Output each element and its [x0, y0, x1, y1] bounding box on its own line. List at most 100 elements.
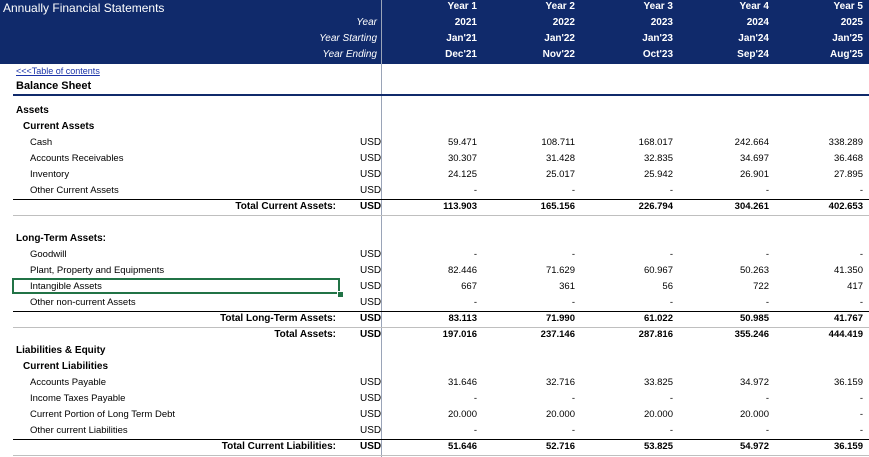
- row-label: Long-Term Assets:: [16, 233, 107, 244]
- header-col-4-num: 2024: [746, 17, 769, 28]
- currency-cell: USD: [360, 153, 382, 164]
- value-cell: 36.159: [833, 441, 863, 452]
- value-cell: 59.471: [447, 137, 477, 148]
- currency-cell: USD: [360, 137, 382, 148]
- header-col-5-year: Year 5: [833, 1, 863, 12]
- header-col-5-end: Aug'25: [830, 49, 863, 60]
- value-cell: 197.016: [442, 329, 477, 340]
- value-cell: -: [473, 249, 477, 260]
- value-cell: -: [473, 185, 477, 196]
- header-band: Annually Financial Statements Year Year …: [0, 0, 869, 64]
- row-label: Other Current Assets: [30, 185, 119, 196]
- row-label: Liabilities & Equity: [16, 345, 106, 356]
- selected-cell[interactable]: [12, 278, 340, 294]
- currency-cell: USD: [360, 201, 382, 212]
- row-label: Cash: [30, 137, 53, 148]
- value-cell: 444.419: [828, 329, 863, 340]
- value-cell: 53.825: [643, 441, 673, 452]
- currency-cell: USD: [360, 185, 382, 196]
- value-cell: 287.816: [638, 329, 673, 340]
- column-divider: [381, 0, 382, 457]
- value-cell: -: [669, 297, 673, 308]
- row-label: Total Assets:: [274, 329, 336, 340]
- value-cell: 41.767: [833, 313, 863, 324]
- row-label: Current Portion of Long Term Debt: [30, 409, 176, 420]
- value-cell: -: [571, 297, 575, 308]
- header-col-3-num: 2023: [650, 17, 673, 28]
- total-rule: [13, 327, 869, 328]
- value-cell: 20.000: [739, 409, 769, 420]
- value-cell: 113.903: [443, 201, 477, 212]
- value-cell: -: [765, 185, 769, 196]
- row-label: Plant, Property and Equipments: [30, 265, 165, 276]
- value-cell: 36.159: [833, 377, 863, 388]
- value-cell: -: [765, 393, 769, 404]
- value-cell: 83.113: [448, 313, 477, 324]
- currency-cell: USD: [360, 169, 382, 180]
- value-cell: 26.901: [739, 169, 769, 180]
- value-cell: 20.000: [643, 409, 673, 420]
- section-rule: [13, 94, 869, 96]
- value-cell: 168.017: [638, 137, 673, 148]
- value-cell: -: [859, 425, 863, 436]
- fill-handle[interactable]: [337, 291, 344, 298]
- value-cell: 722: [753, 281, 769, 292]
- value-cell: -: [571, 185, 575, 196]
- section-title: Balance Sheet: [16, 80, 92, 92]
- value-cell: -: [765, 425, 769, 436]
- subtotal-rule: [13, 199, 869, 200]
- value-cell: -: [669, 185, 673, 196]
- currency-cell: USD: [360, 249, 382, 260]
- header-col-3-end: Oct'23: [642, 49, 673, 60]
- value-cell: 226.794: [638, 201, 673, 212]
- subtotal-rule: [13, 439, 869, 440]
- value-cell: 71.629: [545, 265, 575, 276]
- value-cell: 54.972: [739, 441, 769, 452]
- value-cell: 51.646: [447, 441, 477, 452]
- value-cell: 60.967: [643, 265, 673, 276]
- value-cell: 52.716: [545, 441, 575, 452]
- header-col-5-start: Jan'25: [832, 33, 863, 44]
- value-cell: 31.428: [545, 153, 575, 164]
- header-col-2-num: 2022: [552, 17, 575, 28]
- year-label: Year: [356, 17, 377, 28]
- header-col-1-start: Jan'21: [446, 33, 477, 44]
- value-cell: -: [473, 297, 477, 308]
- row-label: Goodwill: [30, 249, 67, 260]
- sheet-title: Annually Financial Statements: [3, 1, 165, 15]
- value-cell: -: [669, 425, 673, 436]
- value-cell: 50.263: [739, 265, 769, 276]
- value-cell: -: [571, 249, 575, 260]
- value-cell: 402.653: [828, 201, 863, 212]
- value-cell: 71.990: [545, 313, 575, 324]
- currency-cell: USD: [360, 425, 382, 436]
- currency-cell: USD: [360, 441, 382, 452]
- currency-cell: USD: [360, 281, 382, 292]
- value-cell: -: [765, 249, 769, 260]
- currency-cell: USD: [360, 313, 382, 324]
- value-cell: -: [571, 393, 575, 404]
- header-col-2-end: Nov'22: [542, 49, 575, 60]
- header-col-2-start: Jan'22: [544, 33, 575, 44]
- value-cell: -: [859, 297, 863, 308]
- value-cell: 304.261: [734, 201, 769, 212]
- value-cell: 20.000: [447, 409, 477, 420]
- value-cell: 355.246: [734, 329, 769, 340]
- value-cell: 33.825: [643, 377, 673, 388]
- row-label: Total Current Assets:: [235, 201, 336, 212]
- value-cell: -: [473, 425, 477, 436]
- row-label: Accounts Receivables: [30, 153, 124, 164]
- row-label: Income Taxes Payable: [30, 393, 126, 404]
- header-col-4-year: Year 4: [739, 1, 769, 12]
- value-cell: 56: [662, 281, 673, 292]
- total-rule: [13, 455, 869, 456]
- value-cell: 338.289: [828, 137, 863, 148]
- value-cell: 667: [461, 281, 477, 292]
- value-cell: 34.972: [739, 377, 769, 388]
- header-col-1-num: 2021: [454, 17, 477, 28]
- value-cell: 34.697: [739, 153, 769, 164]
- row-label: Other current Liabilities: [30, 425, 128, 436]
- currency-cell: USD: [360, 393, 382, 404]
- table-of-contents-link[interactable]: <<<Table of contents: [16, 66, 100, 76]
- row-label: Inventory: [30, 169, 70, 180]
